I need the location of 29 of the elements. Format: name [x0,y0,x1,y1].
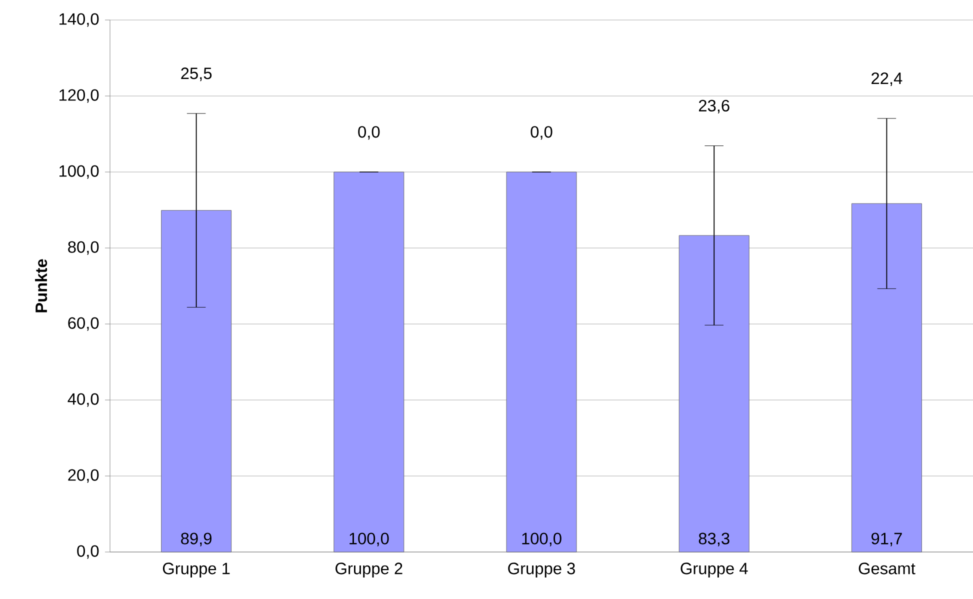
y-tick-label: 60,0 [68,317,99,331]
annotation: 25,5 [181,68,212,82]
bar [678,235,750,552]
y-axis-title: Punkte [35,259,48,312]
data-label: 91,7 [872,532,902,546]
data-label: 100,0 [522,532,562,546]
bar [161,210,232,552]
y-tick-label: 20,0 [68,469,99,483]
data-label: 89,9 [181,532,212,546]
data-label: 100,0 [350,532,389,546]
x-tick-label: Gruppe 3 [508,562,575,578]
bar [334,172,404,552]
data-label: 83,3 [698,532,730,546]
y-tick-label: 140,0 [60,13,99,27]
bar [506,172,577,552]
x-tick-label: Gruppe 4 [680,562,748,578]
annotation: 23,6 [698,100,730,114]
x-tick-label: Gruppe 2 [336,562,402,578]
y-tick-label: 40,0 [68,393,99,407]
y-tick-label: 100,0 [60,165,99,179]
annotation: 0,0 [358,126,380,140]
y-tick-label: 80,0 [68,241,99,255]
x-tick-label: Gruppe 1 [162,562,230,578]
x-tick-label: Gesamt [858,562,916,574]
annotation: 0,0 [530,126,552,140]
y-tick-label: 0,0 [77,545,99,559]
y-tick-label: 120,0 [60,89,99,103]
annotation: 22,4 [872,72,902,86]
bar [851,203,922,552]
